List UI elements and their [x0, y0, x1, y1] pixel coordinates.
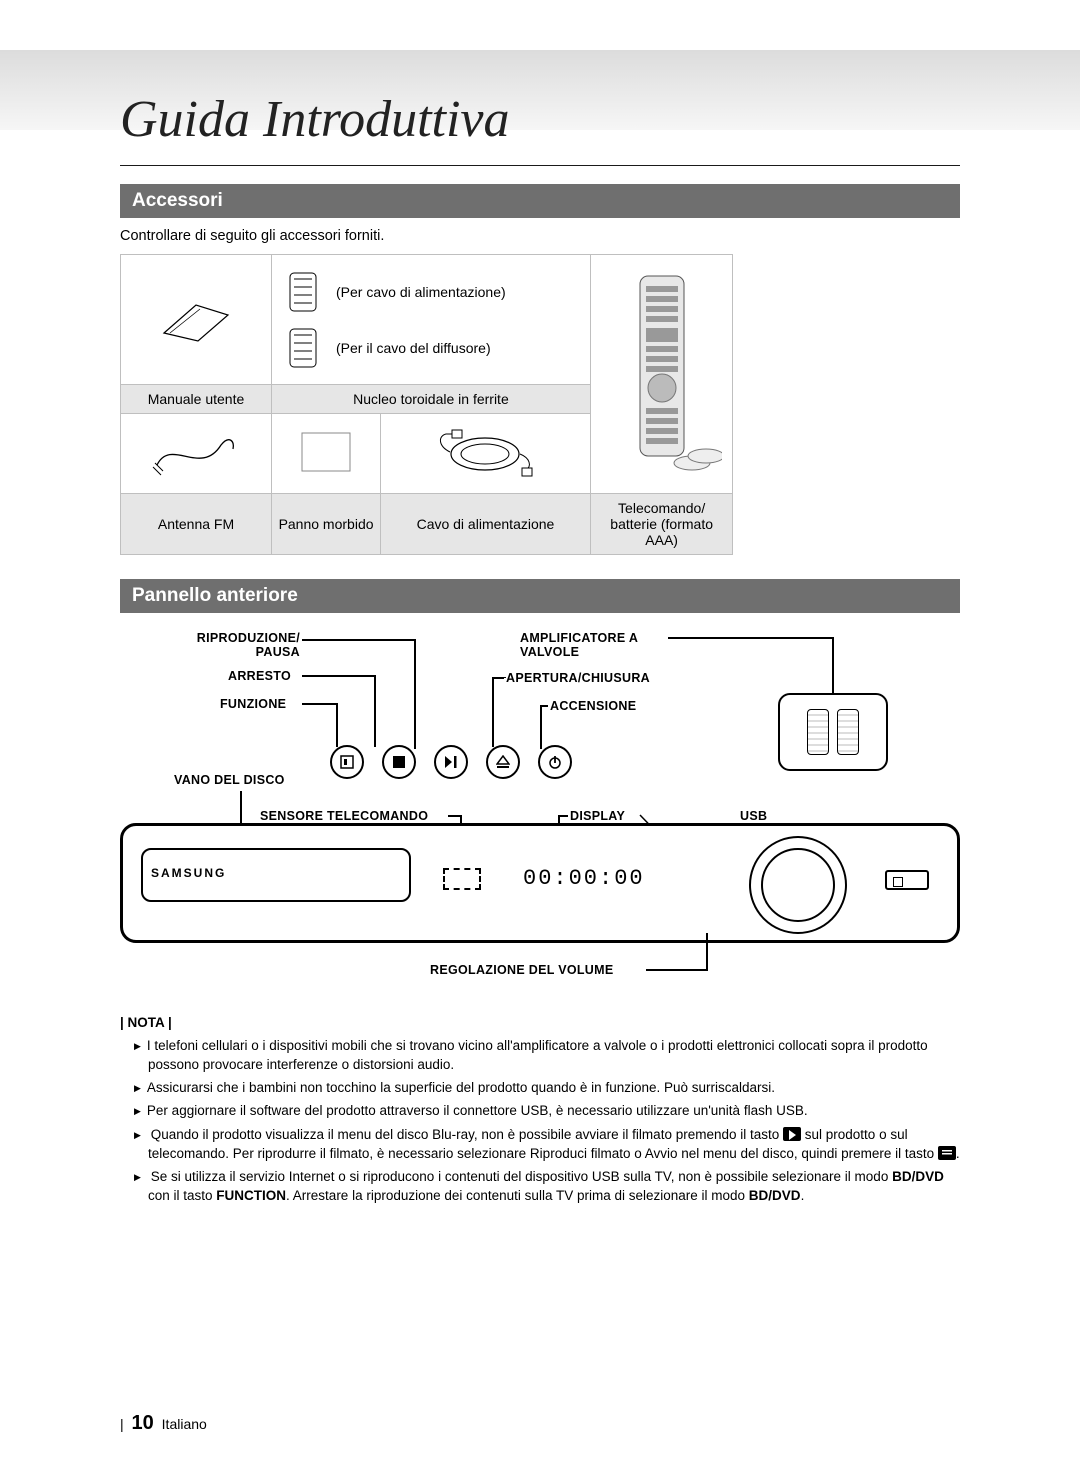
nota-item: Per aggiornare il software del prodotto … — [134, 1101, 960, 1120]
nota-item: I telefoni cellulari o i dispositivi mob… — [134, 1036, 960, 1074]
leader-lines-svg — [120, 623, 960, 1003]
nota-item: Quando il prodotto visualizza il menu de… — [134, 1125, 960, 1163]
device-body: SAMSUNG 00:00:00 — [120, 823, 960, 943]
ferrite-label: Nucleo toroidale in ferrite — [272, 385, 591, 414]
antenna-image-cell — [121, 414, 272, 494]
remote-label: Telecomando/ batterie (formato AAA) — [590, 494, 733, 555]
manual-image-cell — [121, 255, 272, 385]
nota-item: Se si utilizza il servizio Internet o si… — [134, 1167, 960, 1205]
remote-icon — [602, 268, 722, 478]
accessories-intro: Controllare di seguito gli accessori for… — [120, 228, 960, 244]
usb-port[interactable] — [885, 870, 929, 890]
cloth-label: Panno morbido — [272, 494, 381, 555]
powercable-image-cell — [381, 414, 591, 494]
function-button[interactable] — [330, 745, 364, 779]
powercable-label: Cavo di alimentazione — [381, 494, 591, 555]
section-accessories-header: Accessori — [120, 184, 960, 218]
nota-item: Assicurarsi che i bambini non tocchino l… — [134, 1078, 960, 1097]
stop-button[interactable] — [382, 745, 416, 779]
antenna-label: Antenna FM — [121, 494, 272, 555]
ferrite-icon — [284, 269, 326, 315]
power-button[interactable] — [538, 745, 572, 779]
brand-logo: SAMSUNG — [151, 866, 226, 880]
power-cable-icon — [430, 424, 540, 480]
ferrite-power-label: (Per cavo di alimentazione) — [336, 284, 506, 300]
eject-button[interactable] — [486, 745, 520, 779]
display-readout: 00:00:00 — [523, 866, 645, 891]
nota-list: I telefoni cellulari o i dispositivi mob… — [120, 1036, 960, 1205]
antenna-icon — [151, 427, 241, 477]
play-pause-button[interactable] — [434, 745, 468, 779]
play-inline-icon — [783, 1127, 801, 1141]
nota-header: | NOTA | — [120, 1015, 960, 1030]
section-frontpanel-header: Pannello anteriore — [120, 579, 960, 613]
front-panel-diagram: RIPRODUZIONE/PAUSA ARRESTO FUNZIONE VANO… — [120, 623, 960, 1003]
page-footer: | 10 Italiano — [120, 1412, 207, 1435]
ir-sensor — [443, 868, 481, 890]
remote-image-cell — [590, 255, 733, 494]
ferrite-image-cell: (Per cavo di alimentazione) (Per il cavo… — [272, 255, 591, 385]
enter-inline-icon — [938, 1146, 956, 1160]
cloth-image-cell — [272, 414, 381, 494]
volume-knob[interactable] — [749, 836, 847, 934]
cloth-icon — [294, 427, 358, 477]
accessories-table: (Per cavo di alimentazione) (Per il cavo… — [120, 254, 960, 555]
page-title: Guida Introduttiva — [120, 90, 960, 166]
manual-icon — [156, 293, 236, 343]
ferrite-icon — [284, 325, 326, 371]
button-row — [330, 745, 572, 779]
ferrite-speaker-label: (Per il cavo del diffusore) — [336, 340, 491, 356]
amplifier-tubes — [778, 693, 888, 771]
manual-label: Manuale utente — [121, 385, 272, 414]
label-volume: REGOLAZIONE DEL VOLUME — [430, 963, 613, 977]
